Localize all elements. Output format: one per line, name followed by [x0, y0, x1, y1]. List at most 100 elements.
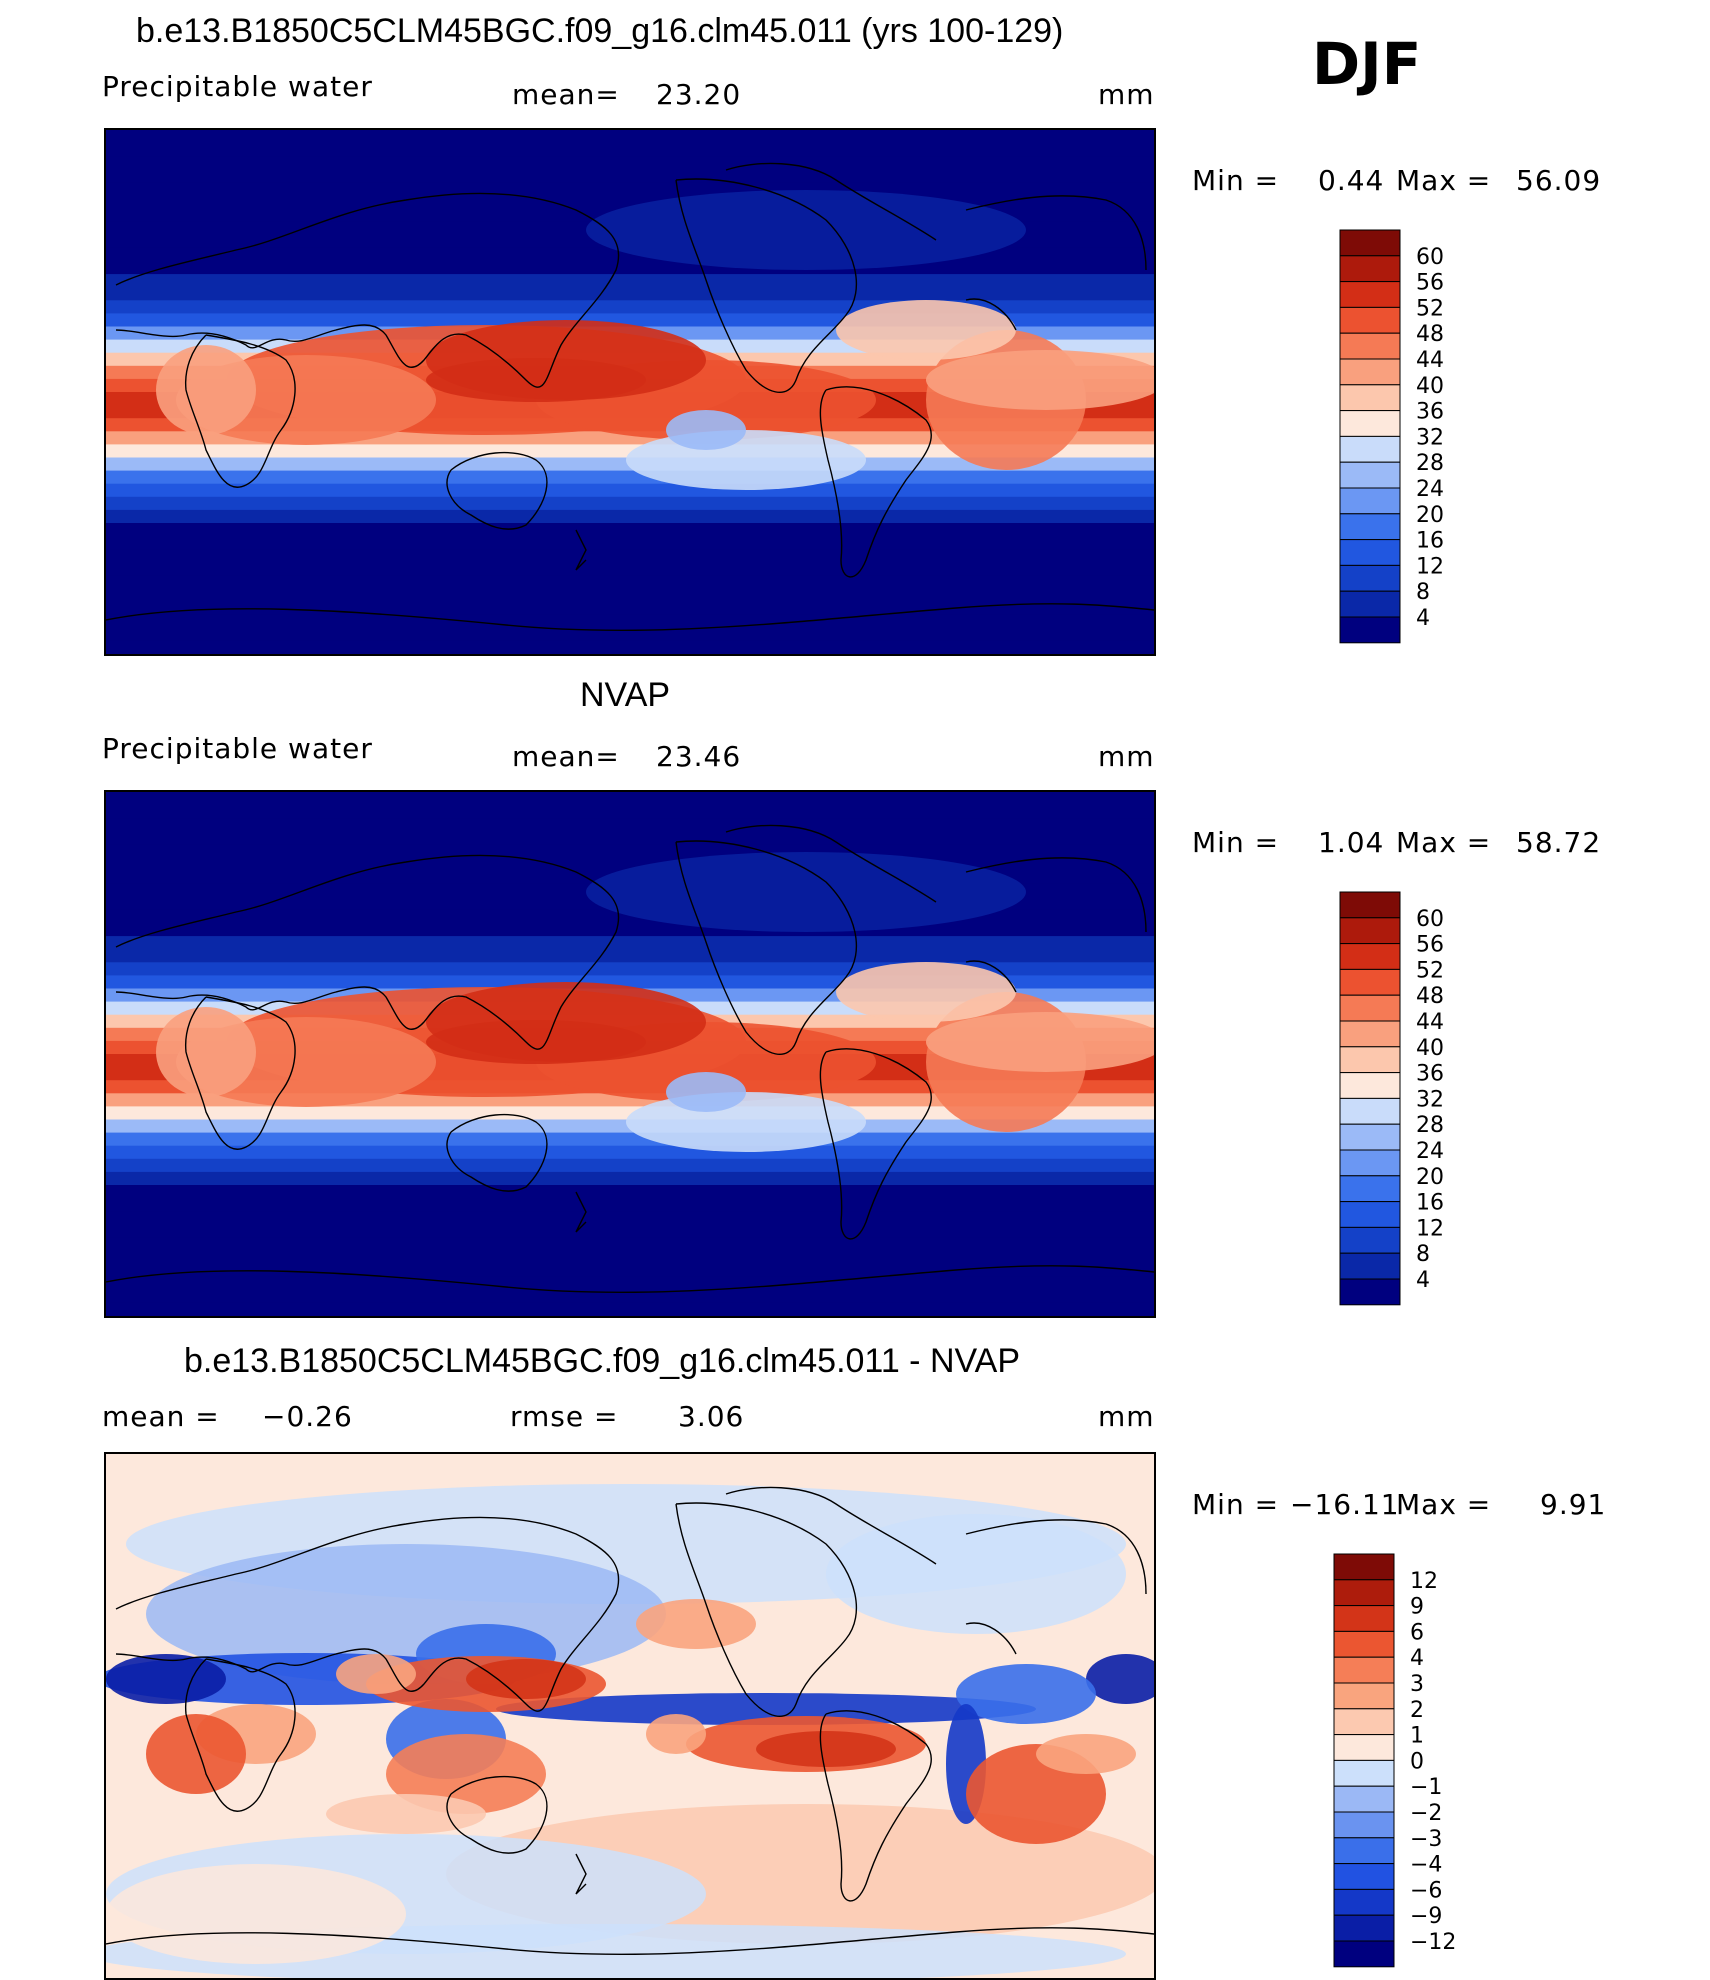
colorbar-box	[1333, 1837, 1395, 1865]
colorbar-tick-label: 2	[1410, 1698, 1424, 1723]
colorbar-box	[1333, 1785, 1395, 1813]
colorbar-box	[1333, 1605, 1395, 1632]
colorbar-box	[1339, 564, 1401, 592]
panel2-units: mm	[1098, 740, 1155, 773]
colorbar-box	[1339, 943, 1401, 970]
panel3-mean-label: mean =	[102, 1400, 220, 1433]
coastline	[106, 1927, 1154, 1956]
colorbar-box	[1333, 1708, 1395, 1736]
field-band	[106, 562, 1154, 577]
field-band	[106, 1289, 1154, 1304]
colorbar-box	[1339, 1149, 1401, 1177]
field-band	[106, 274, 1154, 289]
panel2-min-value: 1.04	[1318, 826, 1385, 859]
colorbar-tick-label: 52	[1416, 296, 1444, 321]
colorbar-box	[1339, 255, 1401, 283]
panel2-mean-value: 23.46	[656, 740, 742, 773]
colorbar-box	[1339, 1046, 1401, 1074]
colorbar-box	[1339, 891, 1401, 919]
colorbar-tick-label: 4	[1410, 1646, 1424, 1671]
colorbar-tick-label: −2	[1410, 1801, 1442, 1826]
colorbar-tick-label: 40	[1416, 374, 1444, 399]
field-band	[106, 169, 1154, 184]
colorbar-box	[1333, 1863, 1395, 1890]
colorbar-box	[1333, 1759, 1395, 1787]
panel2-variable-label: Precipitable water	[102, 732, 373, 765]
colorbar-box	[1333, 1553, 1395, 1581]
coastline	[965, 1622, 1017, 1655]
field-band	[106, 496, 1154, 511]
colorbar-box	[1339, 332, 1401, 360]
colorbar-tick-label: 24	[1416, 477, 1444, 502]
field-band	[106, 1145, 1154, 1160]
coastline	[675, 1502, 858, 1717]
colorbar-tick-label: 6	[1410, 1620, 1424, 1645]
coastline	[106, 1265, 1154, 1294]
colorbar-box	[1339, 281, 1401, 308]
field-band	[106, 1237, 1154, 1252]
field-blob	[826, 1514, 1126, 1634]
colorbar-tick-label: 60	[1416, 907, 1444, 932]
colorbar-tick-label: −3	[1410, 1827, 1442, 1852]
colorbar-tick-label: 12	[1416, 1216, 1444, 1241]
coastline	[965, 960, 1017, 993]
field-band	[106, 444, 1154, 459]
panel2-map	[104, 790, 1156, 1318]
colorbar-tick-label: 36	[1416, 1062, 1444, 1087]
field-band	[106, 792, 1154, 807]
field-blob	[756, 1731, 896, 1767]
panel2-map-svg	[106, 792, 1154, 1316]
colorbar-box	[1339, 968, 1401, 996]
colorbar-box	[1333, 1940, 1395, 1968]
field-band	[106, 483, 1154, 498]
field-band	[106, 936, 1154, 951]
colorbar-tick-label: 20	[1416, 1165, 1444, 1190]
field-band	[106, 182, 1154, 197]
field-band	[106, 130, 1154, 145]
field-band	[106, 287, 1154, 302]
coastline	[965, 298, 1017, 331]
field-band	[106, 1198, 1154, 1213]
panel3-rmse-label: rmse =	[510, 1400, 619, 1433]
field-band	[106, 601, 1154, 616]
field-blob	[926, 350, 1154, 410]
field-blob	[146, 1714, 246, 1794]
colorbar-tick-label: 44	[1416, 348, 1444, 373]
colorbar-tick-label: 40	[1416, 1036, 1444, 1061]
field-blob	[426, 358, 646, 402]
panel3-title: b.e13.B1850C5CLM45BGC.f09_g16.clm45.011 …	[184, 1342, 1021, 1380]
field-band	[106, 805, 1154, 820]
colorbar-box	[1339, 917, 1401, 945]
field-blob	[666, 410, 746, 450]
coastline	[184, 1658, 296, 1812]
panel3-max-label: Max =	[1396, 1488, 1492, 1521]
panel3-min-value: −16.11	[1290, 1488, 1400, 1521]
field-blob	[586, 852, 1026, 932]
coastline	[106, 603, 1154, 632]
panel2-max-label: Max =	[1396, 826, 1492, 859]
field-band	[106, 949, 1154, 964]
field-blob	[466, 1659, 586, 1699]
field-band	[106, 1132, 1154, 1147]
colorbar-tick-label: 56	[1416, 271, 1444, 296]
coastline	[446, 1775, 548, 1854]
colorbar-tick-label: 32	[1416, 425, 1444, 450]
colorbar-tick-label: 52	[1416, 958, 1444, 983]
field-band	[106, 1250, 1154, 1265]
colorbar-box	[1339, 306, 1401, 334]
panel2-min-label: Min =	[1192, 826, 1280, 859]
field-blob	[496, 1693, 1036, 1725]
panel2-colorbar: 4 8 12 16 20 24 28 32 36 40 44 48 52 56 60	[1339, 891, 1460, 1308]
field-band	[106, 844, 1154, 859]
colorbar-box	[1339, 539, 1401, 566]
panel3-units: mm	[1098, 1400, 1155, 1433]
field-band	[106, 143, 1154, 158]
field-blob	[426, 1020, 646, 1064]
colorbar-box	[1339, 1226, 1401, 1254]
colorbar-tick-label: 36	[1416, 400, 1444, 425]
colorbar-tick-label: −9	[1410, 1904, 1442, 1929]
field-blob	[1086, 1654, 1154, 1704]
field-band	[106, 1185, 1154, 1200]
coastline	[446, 451, 548, 530]
field-band	[106, 156, 1154, 171]
